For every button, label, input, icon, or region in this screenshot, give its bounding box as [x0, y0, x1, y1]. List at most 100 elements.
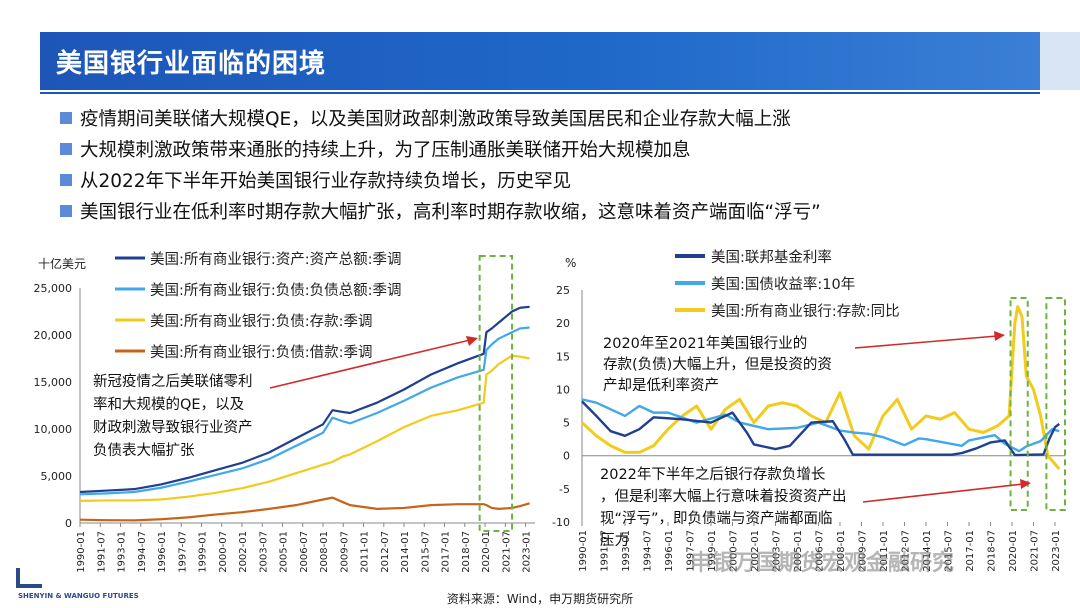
x-tick-label: 2003-07: [258, 531, 269, 573]
x-tick-label: 2005-01: [793, 530, 804, 572]
annotation-text: 负债表大幅扩张: [93, 442, 195, 459]
x-tick-label: 2008-01: [836, 530, 847, 572]
annotation-arrow: [854, 335, 998, 349]
x-tick-label: 1997-07: [685, 530, 696, 572]
bullet-text: 疫情期间美联储大规模QE，以及美国财政部刺激政策导致美国居民和企业存款大幅上涨: [80, 108, 791, 130]
rates-deposit-chart: % -10 -5 0 5 10 15 20 25 1990-01 1991-07 1993-01 199…: [552, 249, 1066, 572]
x-tick-label: 2011-01: [879, 530, 890, 572]
y-tick-label: 25,000: [34, 282, 73, 295]
y-tick-label: 10: [556, 383, 570, 396]
annotation-text: ，但是利率大幅上行意味着投资资产出: [600, 487, 847, 505]
x-tick-label: 2002-01: [238, 531, 249, 573]
legend-label: 美国:所有商业银行:负债:存款:季调: [150, 313, 373, 330]
annotation-text: 率和大规模的QE，以及: [93, 396, 244, 413]
x-tick-label: 2015-07: [420, 531, 431, 573]
annotation-arrowhead: [466, 336, 478, 346]
series-line: [79, 354, 530, 503]
y-tick-label: 20,000: [34, 329, 73, 342]
x-tick-label: 2021-07: [1029, 530, 1040, 572]
y-tick-label: 20: [556, 317, 570, 330]
legend-label: 美国:所有商业银行:负债:借款:季调: [150, 344, 373, 361]
x-tick-label: 2018-07: [461, 531, 472, 573]
highlight-box: [1045, 297, 1066, 511]
x-tick-label: 2017-01: [441, 531, 452, 573]
x-tick-label: 1996-01: [664, 530, 675, 572]
x-tick-label: 2000-07: [218, 531, 229, 573]
x-tick-label: 2014-01: [922, 530, 933, 572]
series-line: [79, 326, 530, 496]
x-tick-label: 2006-07: [299, 531, 310, 573]
annotation-arrow: [862, 483, 1024, 503]
highlight-box: [478, 255, 514, 532]
bullet-item: 美国银行业在低利率时期存款大幅扩张，高利率时期存款收缩，这意味着资产端面临“浮亏…: [60, 195, 821, 226]
annotation-text: 财政刺激导致银行业资产: [93, 419, 253, 436]
y-tick-label: 10,000: [34, 423, 73, 436]
annotation-arrow: [269, 339, 471, 389]
bullet-square-icon: [60, 142, 72, 155]
bullet-square-icon: [60, 173, 72, 186]
bullet-square-icon: [60, 111, 72, 124]
y-tick-label: 15,000: [34, 376, 73, 389]
x-tick-label: 1999-01: [198, 531, 209, 573]
x-tick-label: 1993-01: [117, 531, 128, 573]
company-logo-text: SHENYIN & WANGUO FUTURES: [18, 592, 139, 600]
x-tick-label: 2020-01: [1008, 530, 1019, 572]
legend-label: 美国:所有商业银行:负债:负债总额:季调: [150, 282, 402, 299]
bullet-item: 大规模刺激政策带来通胀的持续上升，为了压制通胀美联储开始大规模加息: [60, 133, 821, 164]
annotation-text: 2022年下半年之后银行存款负增长: [600, 466, 826, 483]
x-tick-label: 2023-01: [522, 531, 533, 573]
annotation-arrowhead: [1020, 479, 1031, 489]
series-line: [79, 305, 530, 494]
annotation-text: 压力: [600, 532, 629, 549]
x-tick-label: 2006-07: [814, 530, 825, 572]
x-tick-label: 1991-07: [599, 530, 610, 572]
x-tick-label: 2000-07: [728, 530, 739, 572]
title-corner-accent: [1040, 32, 1080, 90]
y-tick-label: 15: [556, 350, 570, 363]
watermark: 申银万国期货宏观金融研究: [690, 551, 955, 576]
annotation-text: 存款(负债)大幅上升，但是投资的资: [603, 356, 832, 373]
x-tick-label: 2021-07: [501, 531, 512, 573]
x-tick-label: 2008-01: [319, 531, 330, 573]
x-tick-label: 2020-01: [481, 531, 492, 573]
source-note: 资料来源：Wind，申万期货研究所: [446, 592, 634, 606]
annotation-text: 现“浮亏”，即负债端与资产端都面临: [600, 510, 833, 527]
x-tick-label: 1996-01: [157, 531, 168, 573]
annotation-text: 新冠疫情之后美联储零利: [93, 373, 253, 390]
y-tick-label: 0: [65, 517, 72, 530]
x-tick-label: 2005-01: [279, 531, 290, 573]
x-tick-label: 2009-07: [857, 530, 868, 572]
x-tick-label: 1991-07: [96, 531, 107, 573]
y-tick-label: 25: [556, 284, 570, 297]
bullet-text: 大规模刺激政策带来通胀的持续上升，为了压制通胀美联储开始大规模加息: [80, 139, 691, 161]
company-logo: [16, 568, 42, 588]
x-tick-label: 2017-01: [965, 530, 976, 572]
y-axis-unit: %: [565, 256, 576, 270]
x-tick-label: 2023-01: [1051, 530, 1062, 572]
x-tick-label: 2012-07: [900, 530, 911, 572]
annotation-text: 2020年至2021年美国银行业的: [603, 335, 807, 352]
legend-label: 美国:所有商业银行:存款:同比: [711, 303, 900, 320]
bullet-list: 疫情期间美联储大规模QE，以及美国财政部刺激政策导致美国居民和企业存款大幅上涨 …: [60, 102, 821, 226]
x-tick-label: 2018-07: [986, 530, 997, 572]
x-tick-label: 2003-07: [771, 530, 782, 572]
annotation-text: 产却是低利率资产: [603, 377, 719, 394]
x-tick-label: 1994-07: [137, 531, 148, 573]
x-tick-label: 2015-07: [943, 530, 954, 572]
x-tick-label: 1997-07: [177, 531, 188, 573]
title-underline: [40, 92, 1040, 94]
x-tick-label: 2009-07: [339, 531, 350, 573]
bullet-item: 疫情期间美联储大规模QE，以及美国财政部刺激政策导致美国居民和企业存款大幅上涨: [60, 102, 821, 133]
bullet-text: 从2022年下半年开始美国银行业存款持续负增长，历史罕见: [80, 170, 572, 192]
series-line: [79, 496, 530, 522]
legend-label: 美国:所有商业银行:资产:资产总额:季调: [150, 251, 402, 268]
y-tick-label: 0: [563, 450, 570, 463]
legend-label: 美国:国债收益率:10年: [711, 276, 855, 293]
balance-sheet-chart: 十亿美元 0 5,000 10,000 15,000 20,000 25,000 1990-0…: [34, 251, 535, 573]
bullet-item: 从2022年下半年开始美国银行业存款持续负增长，历史罕见: [60, 164, 821, 195]
page-title: 美国银行业面临的困境: [56, 49, 327, 79]
y-tick-label: -5: [559, 483, 570, 496]
bullet-square-icon: [60, 204, 72, 217]
x-tick-label: 2012-07: [380, 531, 391, 573]
highlight-box: [1009, 297, 1029, 511]
